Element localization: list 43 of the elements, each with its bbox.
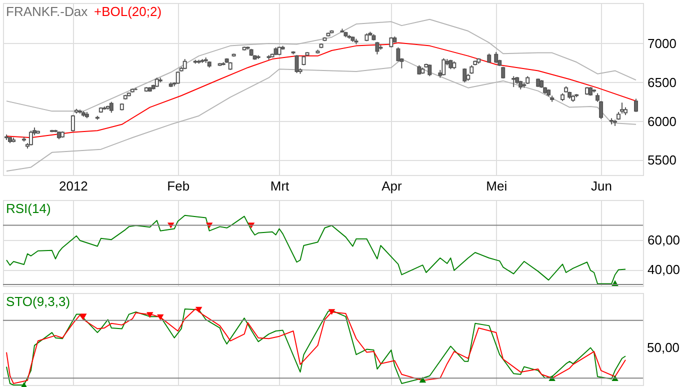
x-tick-label: Jun <box>591 178 612 194</box>
candlestick <box>176 70 180 84</box>
candlestick <box>442 58 446 76</box>
candlestick <box>487 53 492 64</box>
candlestick <box>294 54 299 74</box>
y-tick-label: 7000 <box>648 36 676 51</box>
candlestick <box>375 41 380 55</box>
candlestick <box>634 98 638 112</box>
line-series <box>6 18 637 112</box>
x-tick-label: Apr <box>382 178 402 194</box>
candlestick <box>109 101 114 114</box>
chart-title: RSI(14) <box>6 201 51 216</box>
point <box>195 306 202 313</box>
y-tick-label: 6000 <box>648 114 676 129</box>
candlestick <box>389 36 394 48</box>
x-tick-label: 2012 <box>58 178 88 194</box>
line-series <box>6 58 637 172</box>
y-tick-label: 6500 <box>648 74 676 90</box>
text: 50,00 <box>647 340 680 356</box>
y-tick-label: 60,00 <box>648 232 680 248</box>
candlestick <box>620 102 624 114</box>
line-series <box>6 42 637 138</box>
line-series <box>6 214 626 284</box>
chart-title: STO(9,3,3) <box>6 294 70 309</box>
x-tick-label: Mei <box>486 178 508 194</box>
y-tick-label: 5500 <box>648 152 676 168</box>
x-tick-label: Feb <box>167 178 190 194</box>
candlestick <box>462 68 467 83</box>
candlestick <box>428 64 432 77</box>
y-tick-label: 40,00 <box>648 262 680 278</box>
chart-title: FRANKF.-Dax <box>6 4 88 19</box>
candlestick <box>512 76 516 88</box>
x-tick-label: Mrt <box>270 178 290 194</box>
candlestick <box>396 46 400 62</box>
point <box>328 309 336 315</box>
candlestick <box>494 52 498 64</box>
candlestick <box>28 130 33 146</box>
annotation: +BOL(20;2) <box>94 4 162 19</box>
point <box>146 312 154 318</box>
candlestick <box>70 114 75 132</box>
point <box>80 314 87 320</box>
point <box>419 376 426 383</box>
point <box>157 314 164 320</box>
